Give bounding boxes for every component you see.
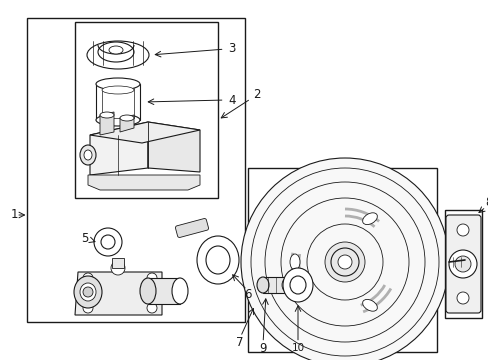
Text: 2: 2: [253, 89, 260, 102]
Ellipse shape: [80, 283, 96, 301]
Text: 4: 4: [228, 94, 235, 107]
Bar: [27, 18, 244, 322]
Ellipse shape: [120, 115, 134, 121]
FancyBboxPatch shape: [175, 219, 208, 238]
Text: 7: 7: [236, 336, 243, 348]
Ellipse shape: [80, 145, 96, 165]
Ellipse shape: [283, 268, 312, 302]
Polygon shape: [120, 115, 134, 132]
Polygon shape: [75, 272, 162, 315]
Ellipse shape: [197, 236, 239, 284]
Circle shape: [456, 292, 468, 304]
Text: 9: 9: [259, 342, 266, 355]
Ellipse shape: [102, 86, 134, 94]
Ellipse shape: [74, 276, 102, 308]
Text: 3: 3: [228, 41, 235, 54]
Circle shape: [337, 255, 351, 269]
Polygon shape: [88, 175, 200, 190]
Ellipse shape: [362, 213, 377, 225]
Circle shape: [456, 224, 468, 236]
Bar: [263, 277, 286, 293]
Circle shape: [330, 248, 358, 276]
Text: 5: 5: [81, 231, 88, 244]
Circle shape: [448, 250, 476, 278]
Circle shape: [325, 242, 364, 282]
Ellipse shape: [96, 78, 140, 90]
Polygon shape: [90, 122, 200, 143]
Text: 1: 1: [10, 208, 18, 221]
Polygon shape: [148, 122, 200, 172]
Circle shape: [454, 256, 470, 272]
Ellipse shape: [100, 112, 114, 118]
Ellipse shape: [101, 235, 115, 249]
Bar: [112, 258, 124, 268]
Bar: [148, 278, 180, 304]
Ellipse shape: [84, 150, 92, 160]
Ellipse shape: [172, 278, 187, 304]
Ellipse shape: [98, 42, 134, 62]
Ellipse shape: [109, 46, 123, 54]
Ellipse shape: [87, 41, 149, 69]
Bar: [444, 210, 481, 318]
Text: 6: 6: [244, 288, 251, 302]
Bar: [247, 168, 436, 352]
Circle shape: [111, 261, 125, 275]
Ellipse shape: [257, 277, 268, 293]
FancyBboxPatch shape: [445, 215, 480, 313]
Ellipse shape: [362, 300, 377, 311]
Bar: [448, 257, 468, 267]
Bar: [96, 84, 140, 120]
Ellipse shape: [289, 276, 305, 294]
Polygon shape: [100, 112, 114, 135]
Ellipse shape: [96, 114, 140, 126]
Text: 10: 10: [291, 343, 304, 353]
Bar: [102, 88, 134, 118]
Circle shape: [147, 273, 157, 283]
Circle shape: [83, 303, 93, 313]
Polygon shape: [90, 122, 148, 175]
Ellipse shape: [289, 254, 299, 270]
Ellipse shape: [205, 246, 229, 274]
Ellipse shape: [94, 228, 122, 256]
Circle shape: [147, 303, 157, 313]
Circle shape: [83, 273, 93, 283]
Circle shape: [83, 287, 93, 297]
Ellipse shape: [282, 278, 291, 292]
Bar: [75, 22, 218, 198]
Text: 8: 8: [484, 195, 488, 208]
Circle shape: [241, 158, 448, 360]
Ellipse shape: [140, 278, 156, 304]
